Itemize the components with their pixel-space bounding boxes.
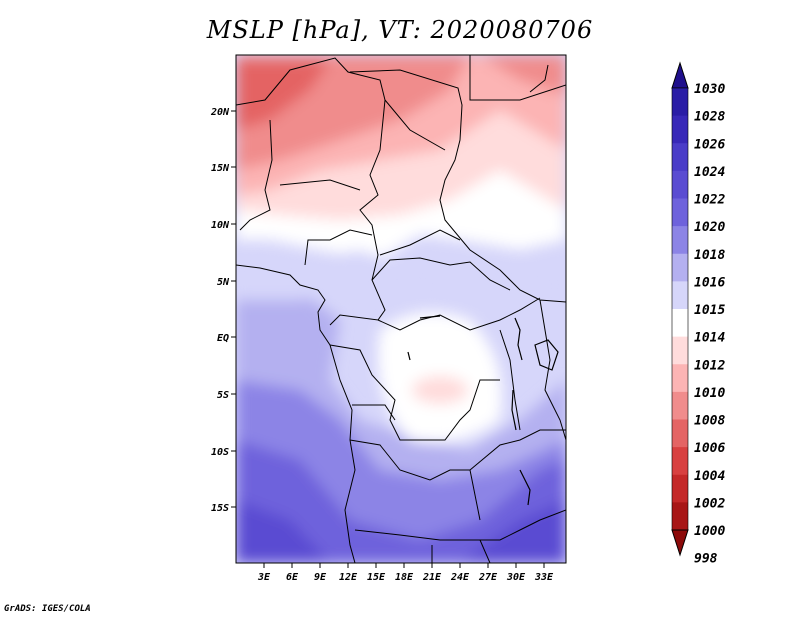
colorbar-segment — [672, 391, 688, 420]
colorbar-label: 1016 — [694, 275, 725, 290]
colorbar-bottom-arrow — [671, 529, 689, 557]
country-borders — [236, 55, 566, 563]
colorbar-segment — [672, 143, 688, 172]
lat-label: 15S — [211, 503, 229, 514]
colorbar-segment — [672, 502, 688, 531]
lon-label: 24E — [450, 572, 470, 583]
colorbar-segment — [672, 419, 688, 448]
credit-text: GrADS: IGES/COLA — [4, 604, 91, 614]
colorbar-label: 1028 — [694, 110, 725, 125]
colorbar-segment — [672, 309, 688, 338]
lat-label: 10S — [211, 447, 229, 458]
lat-label: 20N — [210, 107, 230, 118]
lat-label: EQ — [217, 333, 229, 344]
colorbar-segment — [672, 198, 688, 227]
lon-label: 12E — [339, 572, 358, 583]
lon-label: 15E — [367, 572, 386, 583]
colorbar-label: 1000 — [694, 524, 725, 539]
colorbar-labels: 1030 1028 1026 1024 1022 1020 1018 1016 1015 1014… — [694, 82, 725, 567]
colorbar-segment — [672, 281, 688, 310]
colorbar-segment — [672, 474, 688, 503]
lat-label: 5N — [217, 277, 230, 288]
colorbar-segment — [672, 88, 688, 117]
colorbar-segment — [672, 447, 688, 476]
colorbar-segment — [672, 336, 688, 365]
lat-label: 5S — [217, 390, 229, 401]
lon-label: 27E — [478, 572, 498, 583]
lat-axis: 20N 15N 10N 5N EQ 5S 10S 15S — [210, 107, 236, 514]
colorbar-label: 1022 — [694, 193, 725, 208]
lat-label: 10N — [211, 220, 230, 231]
lon-axis: 3E 6E 9E 12E 15E 18E 21E 24E 27E 30E 33E — [257, 563, 554, 583]
colorbar-label: 1020 — [694, 220, 725, 235]
colorbar-top-arrow — [671, 61, 689, 89]
colorbar-label: 1010 — [694, 386, 725, 401]
colorbar-label: 1015 — [694, 303, 725, 318]
colorbar-label: 1002 — [694, 496, 725, 511]
lakes — [407, 315, 559, 506]
colorbar-segment — [672, 170, 688, 199]
lon-label: 9E — [314, 572, 327, 583]
colorbar-segment — [672, 364, 688, 393]
colorbar-segment — [672, 253, 688, 282]
colorbar-frame — [671, 87, 689, 531]
map-frame — [235, 54, 567, 564]
colorbar-segment — [672, 226, 688, 255]
colorbar-label: 1026 — [694, 137, 725, 152]
lon-label: 18E — [395, 572, 414, 583]
lon-label: 6E — [286, 572, 299, 583]
colorbar-label: 1006 — [694, 441, 725, 456]
colorbar-segments — [672, 88, 688, 531]
colorbar-label: 1024 — [694, 165, 725, 180]
colorbar-label: 1008 — [694, 414, 725, 429]
mslp-field — [236, 55, 566, 563]
colorbar: 1030 1028 1026 1024 1022 1020 1018 1016 1015 1014… — [671, 61, 725, 567]
colorbar-label: 998 — [694, 552, 718, 567]
colorbar-label: 1004 — [694, 469, 725, 484]
lat-label: 15N — [211, 163, 230, 174]
lon-label: 21E — [422, 572, 442, 583]
lon-label: 33E — [534, 572, 554, 583]
map-title: MSLP [hPa], VT: 2020080706 — [206, 16, 594, 44]
colorbar-label: 1012 — [694, 358, 725, 373]
lon-label: 3E — [257, 572, 271, 583]
lon-label: 30E — [506, 572, 526, 583]
colorbar-label: 1030 — [694, 82, 725, 97]
colorbar-label: 1014 — [694, 331, 725, 346]
colorbar-segment — [672, 115, 688, 144]
colorbar-label: 1018 — [694, 248, 725, 263]
